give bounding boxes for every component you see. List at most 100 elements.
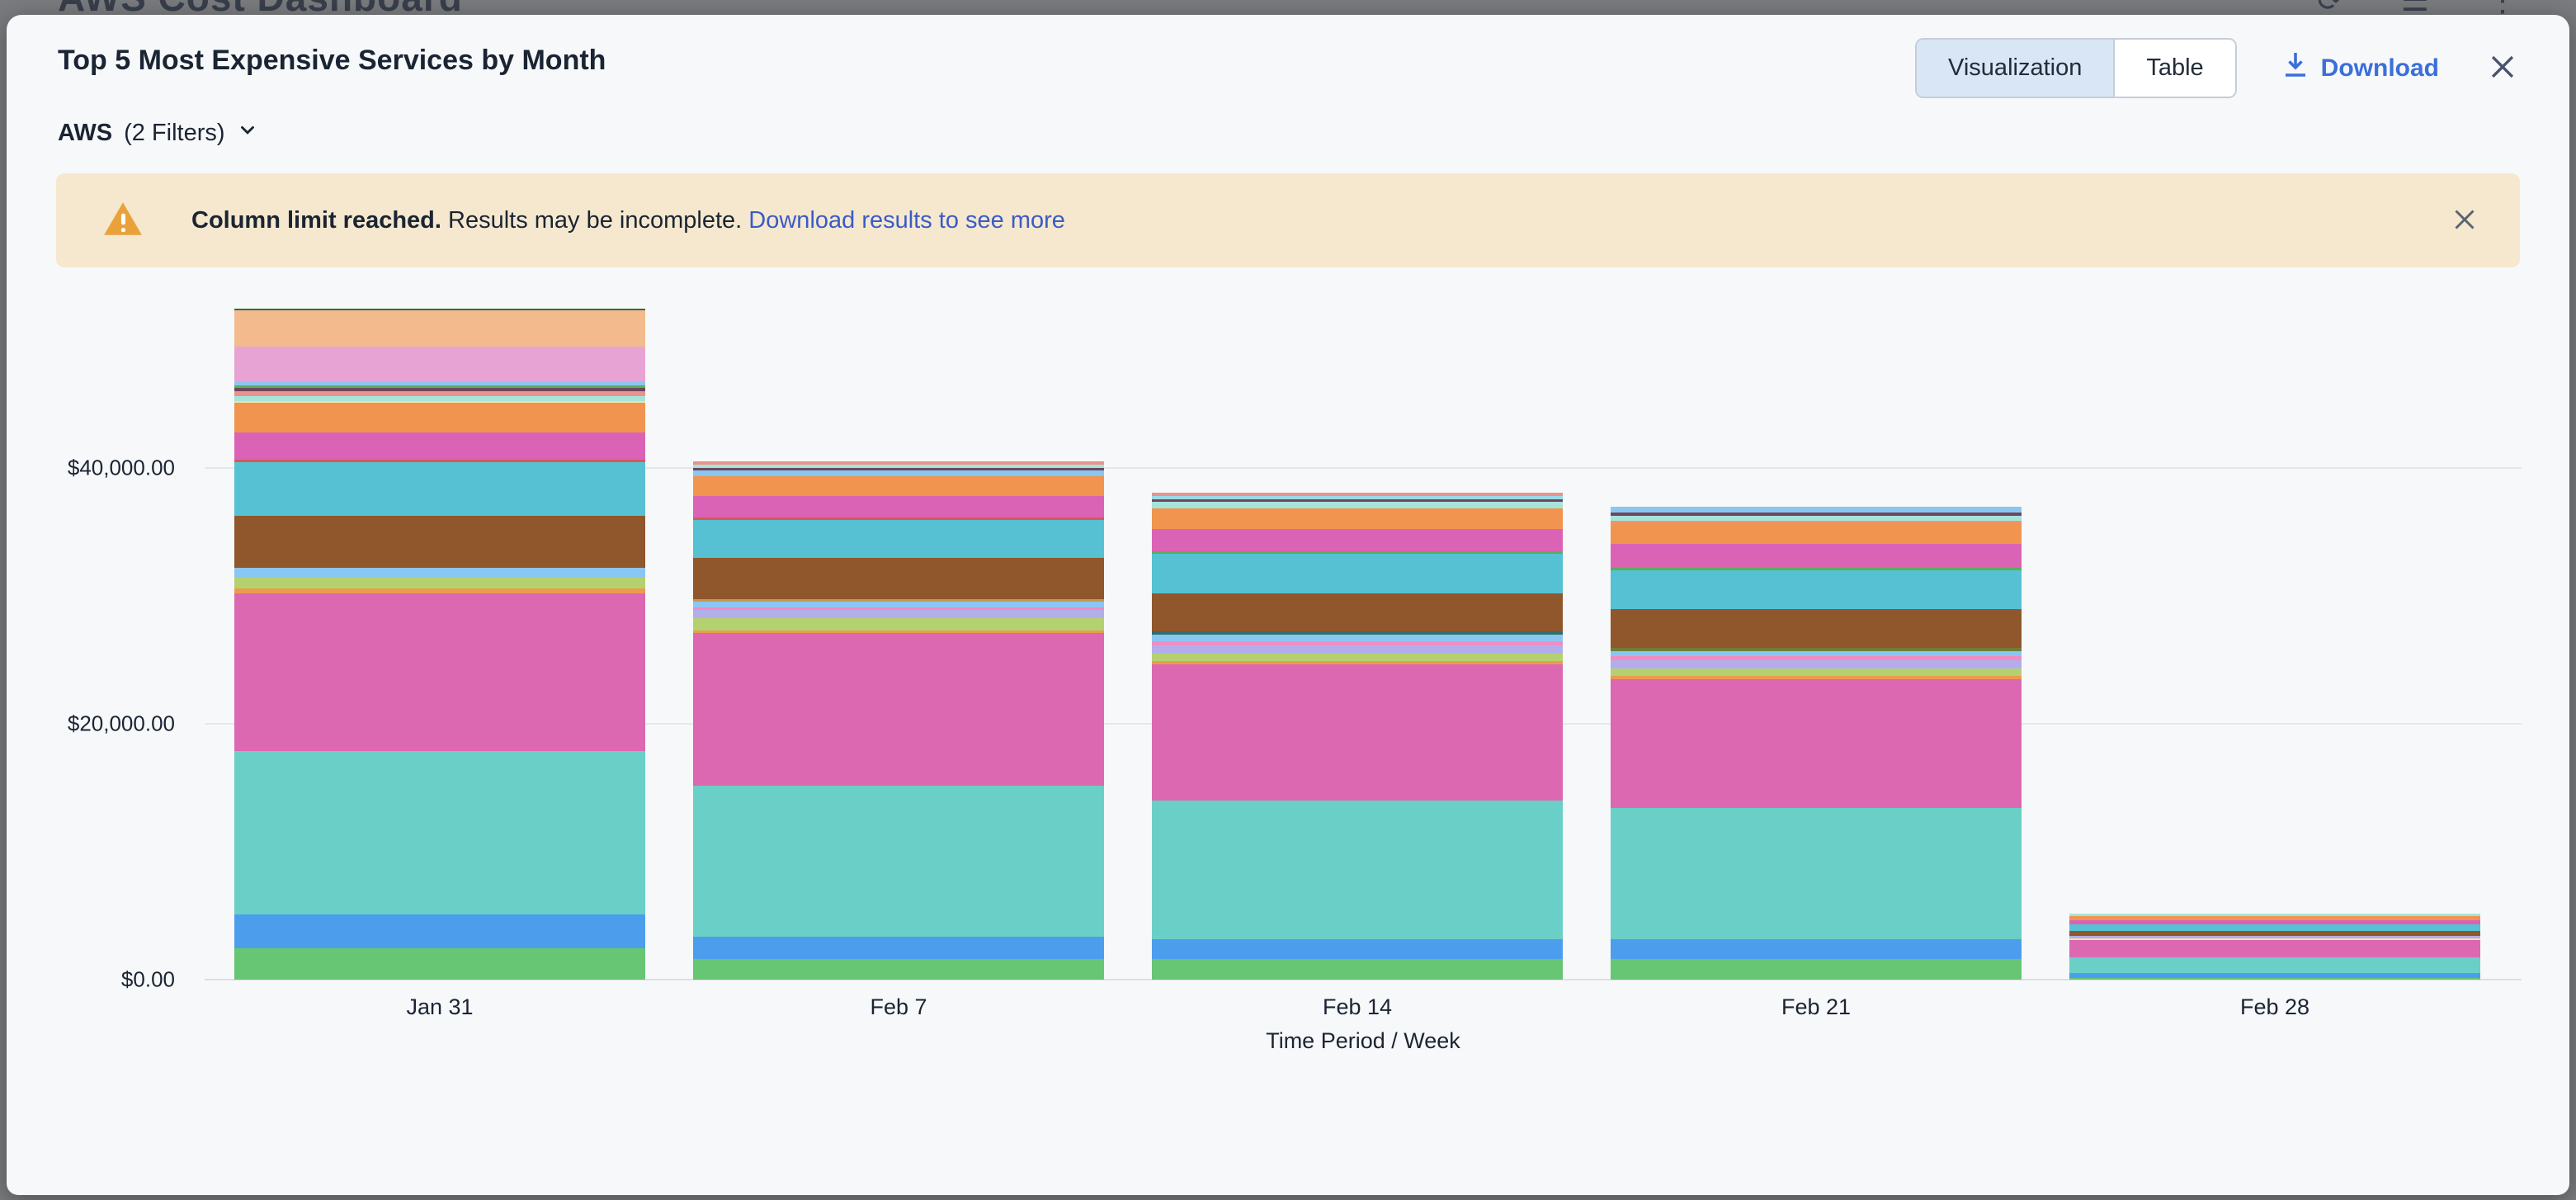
tab-visualization[interactable]: Visualization [1917, 40, 2114, 97]
bar-segment [2069, 938, 2480, 940]
bar-segment [1611, 669, 2022, 677]
background-page-title: AWS Cost Dashboard [58, 0, 463, 15]
filter-provider: AWS [58, 119, 113, 146]
bar-segment [234, 462, 645, 517]
bar-segment [1611, 959, 2022, 980]
bar-segment [234, 385, 645, 389]
download-button[interactable]: Download [2283, 51, 2439, 86]
bar-segment [1611, 609, 2022, 649]
bar-segment [1152, 939, 1563, 960]
stacked-bar-jan-31[interactable] [234, 309, 645, 980]
bar-segment [1152, 499, 1563, 503]
bar-segment [234, 391, 645, 397]
bar-segment [1152, 664, 1563, 801]
banner-download-link[interactable]: Download results to see more [748, 206, 1065, 234]
bar-segment [1611, 676, 2022, 680]
bar-segment [693, 786, 1104, 938]
chart-modal: Top 5 Most Expensive Services by Month V… [7, 15, 2569, 1195]
banner-close-icon[interactable] [2452, 207, 2477, 234]
y-axis-tick-label: $0.00 [120, 966, 175, 992]
warning-icon [102, 200, 144, 242]
bar-segment [1611, 544, 2022, 569]
bar-segment [1152, 496, 1563, 500]
bar-segment [2069, 920, 2480, 924]
bar-segment [2069, 935, 2480, 938]
bar-segment [234, 309, 645, 311]
bar-segment [234, 403, 645, 433]
bar-segment [2069, 939, 2480, 957]
bar-segment [234, 751, 645, 915]
bar-segment [693, 517, 1104, 521]
kebab-menu-icon: ⋮ [2487, 0, 2518, 15]
bar-segment [234, 401, 645, 404]
bar-segment [693, 631, 1104, 634]
y-axis-tick-label: $20,000.00 [67, 711, 175, 736]
x-axis-tick-label: Feb 14 [1322, 994, 1393, 1019]
bar-segment [1611, 651, 2022, 657]
bar-segment [234, 460, 645, 463]
bar-segment [234, 588, 645, 594]
bar-segment [693, 959, 1104, 980]
bar-segment [234, 432, 645, 461]
bar-segment [2069, 924, 2480, 931]
bar-segment [1152, 502, 1563, 509]
bar-segment [2069, 914, 2480, 917]
bar-segment [693, 633, 1104, 787]
header-controls: Visualization Table Download [1915, 38, 2520, 98]
bar-segment [2069, 978, 2480, 980]
bar-segment [1611, 648, 2022, 652]
stacked-bar-feb-21[interactable] [1611, 507, 2022, 980]
bar-segment [1611, 808, 2022, 940]
bar-segment [1611, 521, 2022, 523]
tab-table[interactable]: Table [2113, 40, 2235, 97]
bar-segment [1611, 656, 2022, 661]
gridline [205, 467, 2522, 469]
bar-segment [1152, 641, 1563, 646]
filter-dropdown[interactable]: AWS (2 Filters) [58, 119, 258, 147]
close-icon[interactable] [2485, 50, 2520, 87]
bar-segment [1611, 570, 2022, 610]
bar-segment [1611, 522, 2022, 545]
bar-segment [1152, 554, 1563, 594]
bar-segment [693, 618, 1104, 631]
bar-segment [693, 468, 1104, 471]
download-icon [2283, 51, 2308, 86]
menu-icon: ☰ [2401, 0, 2429, 15]
bar-segment [693, 602, 1104, 608]
bar-segment [693, 610, 1104, 619]
refresh-icon: ⟳ [2317, 0, 2343, 15]
stacked-bar-chart: Time Period / Week $0.00 $20,000.00 $40,00… [68, 287, 2522, 1053]
bar-segment [1152, 801, 1563, 940]
bar-segment [1152, 654, 1563, 662]
bar-segment [1152, 551, 1563, 555]
bar-segment [1611, 516, 2022, 522]
warning-banner: Column limit reached. Results may be inc… [56, 173, 2520, 267]
page-title: Top 5 Most Expensive Services by Month [58, 45, 606, 76]
bar-segment [234, 347, 645, 382]
bar-segment [693, 558, 1104, 600]
gridline [205, 979, 2522, 980]
bar-segment [693, 465, 1104, 469]
stacked-bar-feb-28[interactable] [2069, 914, 2480, 980]
x-axis-title: Time Period / Week [1266, 1028, 1460, 1053]
x-axis-tick-label: Feb 7 [870, 994, 927, 1019]
bar-segment [1152, 593, 1563, 632]
bar-segment [2069, 916, 2480, 921]
x-axis-tick-label: Feb 28 [2239, 994, 2310, 1019]
banner-message: Column limit reached. Results may be inc… [191, 206, 1065, 234]
stacked-bar-feb-7[interactable] [693, 461, 1104, 980]
bar-segment [234, 578, 645, 589]
bar-segment [1152, 529, 1563, 552]
x-axis-tick-label: Feb 21 [1781, 994, 1852, 1019]
bar-segment [234, 381, 645, 386]
bar-segment [693, 461, 1104, 465]
bar-segment [234, 310, 645, 347]
bar-segment [693, 496, 1104, 518]
bar-segment [234, 593, 645, 752]
bar-segment [2069, 972, 2480, 978]
bar-segment [1611, 513, 2022, 517]
stacked-bar-feb-14[interactable] [1152, 493, 1563, 980]
bar-segment [693, 937, 1104, 960]
bar-segment [1611, 679, 2022, 809]
bar-segment [2069, 930, 2480, 936]
